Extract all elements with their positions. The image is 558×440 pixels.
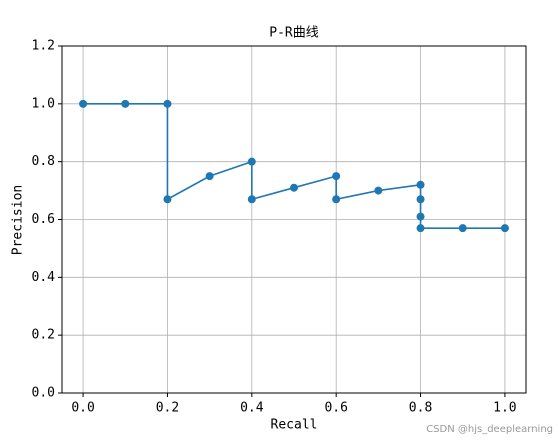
marker [332, 172, 341, 181]
marker [416, 224, 425, 233]
y-tick-label: 0.6 [32, 212, 55, 227]
marker [416, 180, 425, 189]
x-axis-label: Recall [271, 418, 318, 433]
marker [500, 224, 509, 233]
y-tick-label: 0.0 [32, 386, 55, 401]
x-tick-label: 1.0 [493, 401, 516, 416]
x-tick-label: 0.4 [240, 401, 264, 416]
marker [374, 186, 383, 195]
x-tick-label: 0.2 [156, 401, 179, 416]
plot-frame [61, 45, 527, 394]
marker [79, 99, 88, 108]
marker [416, 195, 425, 204]
marker [121, 99, 130, 108]
marker [247, 195, 256, 204]
marker [290, 183, 298, 192]
chart-title: P-R曲线 [269, 26, 318, 41]
marker [163, 195, 172, 204]
x-tick-label: 0.8 [409, 401, 432, 416]
x-tick-label: 0.6 [324, 401, 347, 416]
y-axis-label: Precision [11, 185, 26, 255]
watermark: CSDN @hjs_deeplearning [426, 424, 553, 435]
y-tick-label: 0.8 [32, 154, 55, 169]
marker [163, 99, 172, 108]
marker [416, 212, 425, 221]
x-tick-label: 0.0 [71, 401, 94, 416]
marker [247, 157, 256, 166]
y-tick-label: 0.2 [32, 328, 55, 343]
y-tick-label: 0.4 [32, 270, 56, 285]
marker [458, 224, 467, 233]
y-tick-label: 1.2 [32, 39, 55, 54]
marker [205, 172, 214, 181]
y-tick-label: 1.0 [32, 96, 55, 111]
marker [332, 195, 341, 204]
